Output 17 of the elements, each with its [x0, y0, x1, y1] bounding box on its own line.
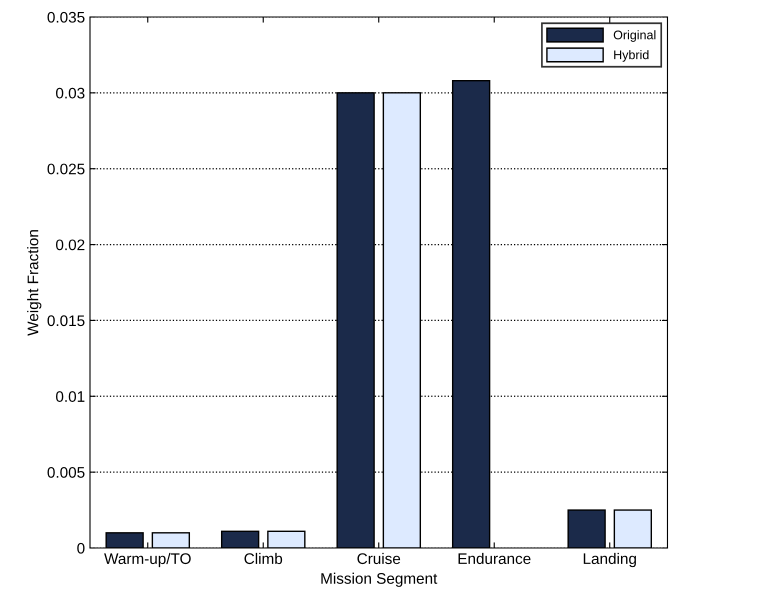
- legend-label: Hybrid: [614, 50, 648, 62]
- y-axis-title: Weight Fraction: [27, 230, 42, 336]
- y-tick-label: 0.03: [56, 88, 84, 99]
- x-tick-label: Landing: [584, 552, 636, 568]
- y-tick-label: 0.02: [56, 239, 84, 250]
- y-tick-label: 0.025: [48, 164, 84, 174]
- x-tick-label: Warm-up/TO: [104, 552, 191, 568]
- x-axis-title: Mission Segment: [321, 572, 438, 587]
- y-tick-label: 0.01: [56, 391, 84, 402]
- y-tick-label: 0.005: [48, 467, 84, 478]
- x-tick-label: Cruise: [357, 552, 400, 564]
- legend-label: Original: [614, 30, 656, 42]
- x-tick-label: Climb: [244, 552, 282, 564]
- y-tick-label: 0: [77, 542, 85, 554]
- x-tick-label: Endurance: [458, 552, 531, 564]
- y-tick-label: 0.015: [48, 315, 84, 326]
- y-tick-label: 0.035: [48, 12, 84, 23]
